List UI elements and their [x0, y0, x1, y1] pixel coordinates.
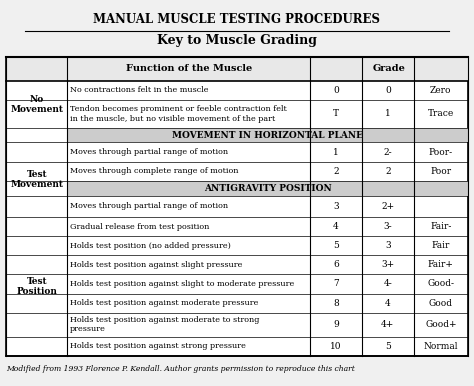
Text: ANTIGRAVITY POSITION: ANTIGRAVITY POSITION — [204, 184, 331, 193]
Text: 9: 9 — [333, 320, 339, 329]
Text: Test
Movement: Test Movement — [10, 170, 63, 190]
Text: 1: 1 — [385, 109, 391, 119]
Text: 4: 4 — [385, 299, 391, 308]
Text: Fair: Fair — [432, 241, 450, 250]
Text: 2: 2 — [385, 167, 391, 176]
Text: Moves through partial range of motion: Moves through partial range of motion — [70, 148, 228, 156]
Text: Holds test position against strong pressure: Holds test position against strong press… — [70, 342, 246, 350]
Text: Good: Good — [429, 299, 453, 308]
Text: Good-: Good- — [427, 279, 454, 288]
Text: Gradual release from test position: Gradual release from test position — [70, 222, 210, 230]
Text: 3: 3 — [333, 202, 339, 211]
Text: 0: 0 — [385, 86, 391, 95]
Text: 4-: 4- — [383, 279, 392, 288]
Text: 3+: 3+ — [381, 260, 394, 269]
Text: Fair+: Fair+ — [428, 260, 454, 269]
Text: No contractions felt in the muscle: No contractions felt in the muscle — [70, 86, 209, 95]
Text: Normal: Normal — [424, 342, 458, 351]
Text: Fair-: Fair- — [430, 222, 452, 231]
Bar — [67, 181, 468, 196]
Text: Moves through complete range of motion: Moves through complete range of motion — [70, 167, 239, 175]
Text: Trace: Trace — [428, 109, 454, 119]
Text: No
Movement: No Movement — [10, 95, 63, 114]
Text: MANUAL MUSCLE TESTING PROCEDURES: MANUAL MUSCLE TESTING PROCEDURES — [93, 13, 381, 26]
Text: 10: 10 — [330, 342, 342, 351]
Text: Poor-: Poor- — [429, 147, 453, 157]
Text: 2-: 2- — [383, 147, 392, 157]
Text: Holds test position against slight to moderate pressure: Holds test position against slight to mo… — [70, 280, 294, 288]
Text: 0: 0 — [333, 86, 339, 95]
Text: 3: 3 — [385, 241, 391, 250]
Text: Holds test position against moderate to strong
pressure: Holds test position against moderate to … — [70, 316, 260, 334]
Text: 6: 6 — [333, 260, 339, 269]
Text: Modified from 1993 Florence P. Kendall. Author grants permission to reproduce th: Modified from 1993 Florence P. Kendall. … — [6, 366, 355, 373]
Text: Holds test position against slight pressure: Holds test position against slight press… — [70, 261, 243, 269]
Text: Good+: Good+ — [425, 320, 456, 329]
Text: 3-: 3- — [383, 222, 392, 231]
Bar — [6, 57, 468, 81]
Text: 2+: 2+ — [381, 202, 394, 211]
Text: 1: 1 — [333, 147, 339, 157]
Text: 5: 5 — [385, 342, 391, 351]
Text: Function of the Muscle: Function of the Muscle — [126, 64, 252, 73]
Text: 2: 2 — [333, 167, 339, 176]
Bar — [67, 128, 468, 142]
Text: 7: 7 — [333, 279, 339, 288]
Text: Moves through partial range of motion: Moves through partial range of motion — [70, 202, 228, 210]
Text: Key to Muscle Grading: Key to Muscle Grading — [157, 34, 317, 47]
Text: 8: 8 — [333, 299, 339, 308]
Text: Poor: Poor — [430, 167, 451, 176]
Text: MOVEMENT IN HORIZONTAL PLANE: MOVEMENT IN HORIZONTAL PLANE — [172, 130, 363, 140]
Text: 4+: 4+ — [381, 320, 394, 329]
Text: 4: 4 — [333, 222, 339, 231]
Text: 5: 5 — [333, 241, 339, 250]
Text: Test
Position: Test Position — [16, 277, 57, 296]
Text: Grade: Grade — [373, 64, 405, 73]
Text: Tendon becomes prominent or feeble contraction felt
in the muscle, but no visibl: Tendon becomes prominent or feeble contr… — [70, 105, 287, 122]
Text: Holds test position against moderate pressure: Holds test position against moderate pre… — [70, 299, 258, 307]
Text: Holds test position (no added pressure): Holds test position (no added pressure) — [70, 242, 231, 250]
Text: Zero: Zero — [430, 86, 452, 95]
Text: T: T — [333, 109, 339, 119]
